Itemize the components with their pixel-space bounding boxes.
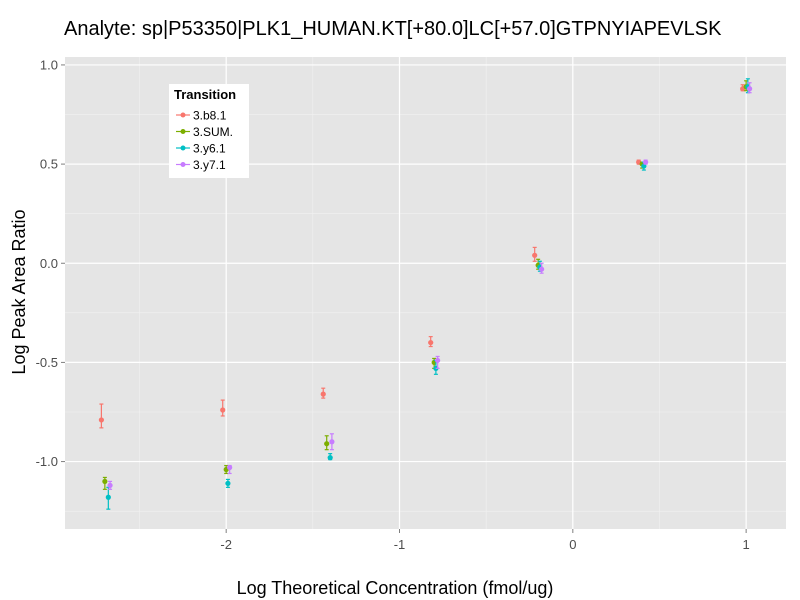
x-axis-title: Log Theoretical Concentration (fmol/ug): [237, 578, 554, 598]
legend: Transition 3.b8.1 3.SUM. 3.y6.1 3.y7.1: [169, 84, 249, 178]
data-point: [327, 455, 333, 461]
data-point: [220, 407, 226, 413]
data-point: [428, 339, 434, 346]
y-tick-label: -0.5: [36, 355, 58, 370]
chart-title: Analyte: sp|P53350|PLK1_HUMAN.KT[+80.0]L…: [64, 18, 722, 40]
y-tick-label: -1.0: [36, 454, 58, 469]
y-axis-title: Log Peak Area Ratio: [9, 209, 29, 374]
data-point: [105, 494, 111, 500]
series-3-y7-1: [107, 82, 753, 490]
data-point: [641, 163, 647, 169]
y-tick-label: 0.5: [40, 157, 58, 172]
data-point: [643, 159, 649, 165]
legend-item: 3.y7.1: [176, 158, 226, 172]
data-point: [532, 252, 538, 258]
legend-items: 3.b8.1 3.SUM. 3.y6.1 3.y7.1: [176, 109, 233, 172]
x-tick-label: 0: [569, 537, 576, 552]
data-point: [98, 417, 104, 423]
data-point: [539, 266, 545, 272]
data-point: [329, 439, 335, 445]
legend-key-point: [180, 129, 186, 134]
legend-label: 3.y7.1: [193, 158, 226, 172]
y-axis: -1.0 -0.5 0.0 0.5 1.0: [36, 57, 65, 469]
data-point: [102, 478, 108, 485]
legend-title: Transition: [174, 87, 236, 102]
x-tick-label: 1: [743, 537, 750, 552]
data-point: [227, 464, 233, 471]
legend-item: 3.SUM.: [176, 125, 233, 139]
data-point: [320, 391, 326, 397]
y-tick-label: 0.0: [40, 256, 58, 271]
legend-item: 3.b8.1: [176, 109, 227, 123]
y-tick-label: 1.0: [40, 57, 58, 72]
x-tick-label: -2: [220, 537, 232, 552]
data-series: [98, 78, 753, 510]
data-point: [225, 480, 231, 486]
data-point: [435, 357, 441, 364]
legend-key-point: [180, 162, 186, 167]
legend-label: 3.SUM.: [193, 125, 233, 139]
series-3-b8-1: [98, 84, 746, 429]
legend-item: 3.y6.1: [176, 142, 226, 156]
x-tick-label: -1: [394, 537, 406, 552]
data-point: [324, 441, 330, 447]
data-point: [107, 482, 113, 488]
legend-label: 3.y6.1: [193, 142, 226, 156]
data-point: [747, 86, 753, 92]
legend-key-point: [180, 145, 186, 151]
grid-major: [65, 57, 786, 529]
legend-label: 3.b8.1: [193, 109, 227, 123]
legend-key-point: [180, 112, 186, 118]
x-axis: -2 -1 0 1: [220, 529, 750, 552]
